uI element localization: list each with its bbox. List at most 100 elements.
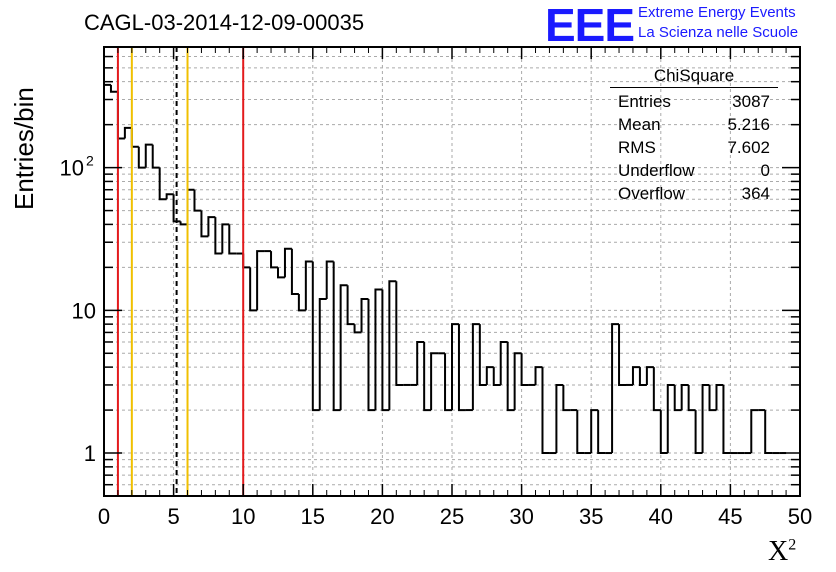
y-tick-label-sup: 2	[86, 153, 94, 169]
x-tick-label: 15	[301, 504, 325, 529]
histogram-bin	[715, 383, 724, 411]
histogram-bin	[750, 409, 759, 454]
histogram-bin	[513, 352, 522, 411]
x-tick-label: 0	[98, 504, 110, 529]
stats-value: 7.602	[727, 138, 770, 157]
stats-label: RMS	[618, 138, 656, 157]
stats-label: Mean	[618, 115, 661, 134]
histogram-bin	[193, 189, 202, 212]
x-tick-label: 10	[231, 504, 255, 529]
histogram-bin	[353, 324, 362, 334]
x-tick-label: 40	[649, 504, 673, 529]
histogram-bin	[451, 323, 459, 411]
x-tick-label: 5	[167, 504, 179, 529]
histogram-bin	[680, 383, 689, 411]
histogram-bin	[172, 194, 181, 223]
histogram-bin	[722, 384, 731, 455]
histogram-bin	[283, 247, 292, 278]
histogram-bin	[228, 224, 237, 255]
stats-label: Underflow	[618, 161, 695, 180]
histogram-bin	[137, 146, 146, 169]
histogram-bin	[325, 260, 334, 300]
y-axis-label: Entries/bin	[9, 87, 39, 210]
histogram-bin	[207, 216, 216, 237]
stats-row: Underflow 0	[610, 159, 778, 182]
eee-logo: EEE	[545, 0, 635, 51]
logo-line-2: La Scienza nelle Scuole	[638, 24, 799, 41]
histogram-bin	[618, 324, 626, 386]
histogram-bin	[638, 367, 647, 386]
x-tick-label: 20	[370, 504, 394, 529]
histogram-bin	[277, 267, 285, 279]
stats-value: 5.216	[727, 115, 770, 134]
histogram-bin	[144, 143, 153, 168]
histogram-bin	[478, 324, 487, 386]
histogram-bin	[346, 285, 355, 326]
histogram-bin	[652, 367, 661, 412]
histogram-bin	[374, 288, 383, 411]
x-tick-label: 45	[718, 504, 742, 529]
histogram-bin	[179, 221, 188, 226]
histogram-bin	[659, 410, 668, 455]
histogram-bin	[109, 84, 118, 93]
histogram-bin	[395, 281, 404, 386]
stats-row: Mean 5.216	[610, 113, 778, 136]
histogram-bin	[360, 298, 369, 333]
histogram-bin	[332, 261, 341, 412]
histogram-bin	[534, 366, 543, 385]
histogram-bin	[290, 248, 299, 296]
histogram-bin	[304, 260, 313, 311]
histogram-bin	[492, 367, 501, 386]
y-tick-label: 10	[72, 298, 96, 323]
x-axis-label-sup: 2	[788, 536, 797, 554]
stats-value: 0	[760, 161, 770, 180]
logo-line-1: Extreme Energy Events	[638, 4, 796, 21]
y-tick-label: 10	[60, 156, 84, 181]
stats-value: 364	[741, 184, 770, 203]
histogram-bin	[555, 383, 564, 454]
histogram-bin	[576, 410, 585, 455]
stats-title: ChiSquare	[610, 66, 778, 88]
stats-value: 3087	[732, 92, 770, 111]
histogram-bin	[520, 353, 529, 386]
histogram-bin	[270, 251, 278, 269]
histogram-bin	[214, 217, 223, 255]
histogram-bin	[221, 223, 230, 254]
stats-box: ChiSquare Entries 3087 Mean 5.216 RMS 7.602…	[610, 66, 778, 205]
histogram-bin	[130, 127, 139, 148]
histogram-bin	[485, 366, 494, 385]
x-axis-label: X2	[768, 536, 796, 568]
histogram-bin	[666, 383, 675, 454]
histogram-bin	[116, 91, 125, 140]
histogram-bin	[186, 188, 195, 225]
histogram-bin	[158, 167, 167, 201]
histogram-bin	[645, 366, 654, 385]
histogram-bin	[165, 193, 174, 200]
histogram-bin	[339, 284, 348, 411]
y-tick-label: 1	[84, 441, 96, 466]
histogram-bin	[444, 353, 452, 412]
histogram-bin	[256, 250, 265, 311]
histogram-bin	[242, 253, 251, 269]
stats-row: Overflow 364	[610, 182, 778, 205]
histogram-bin	[562, 384, 571, 412]
histogram-bin	[457, 324, 466, 412]
x-tick-label: 35	[579, 504, 603, 529]
histogram-bin	[764, 410, 773, 455]
histogram-bin	[611, 323, 620, 454]
histogram-bin	[381, 289, 390, 412]
histogram-bin	[471, 323, 480, 411]
histogram-bin	[123, 126, 132, 139]
histogram-bin	[103, 83, 111, 496]
stats-row: Entries 3087	[610, 90, 778, 113]
stats-label: Entries	[618, 92, 671, 111]
stats-label: Overflow	[618, 184, 686, 203]
chart-title: CAGL-03-2014-12-09-00035	[84, 10, 365, 35]
histogram-bin	[499, 340, 508, 385]
histogram-bin	[318, 298, 327, 411]
histogram-bin	[311, 261, 320, 412]
histogram-bin	[416, 340, 425, 385]
histogram-bin	[423, 341, 432, 412]
